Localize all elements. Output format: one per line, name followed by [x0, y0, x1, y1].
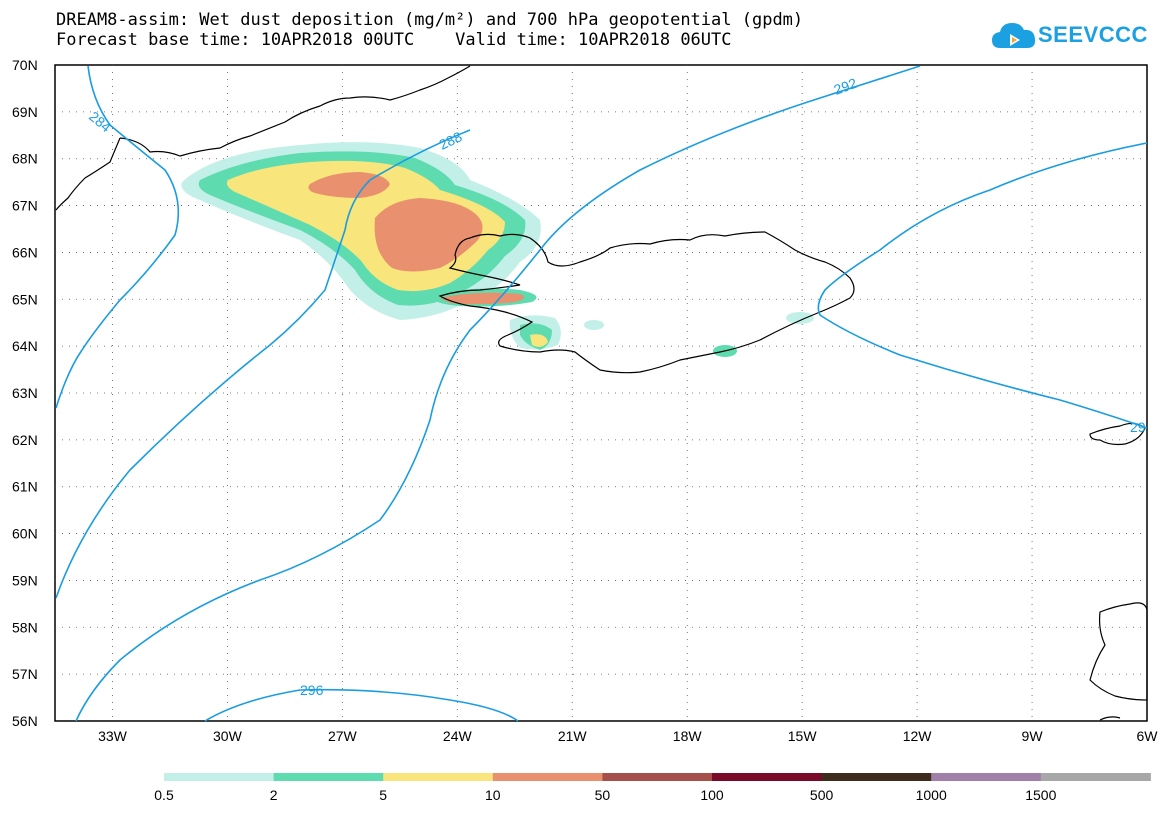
- colorbar-swatch: [1040, 773, 1151, 781]
- cloud-icon: [992, 23, 1036, 48]
- colorbar-label: 1500: [1025, 787, 1056, 803]
- lon-tick-label: 18W: [673, 728, 703, 744]
- lat-tick-label: 66N: [12, 244, 38, 260]
- colorbar-boxes: [164, 773, 1151, 781]
- logo-text: SEEVCCC: [1038, 22, 1148, 47]
- lat-tick-label: 60N: [12, 526, 38, 542]
- map-subtitle: Forecast base time: 10APR2018 00UTC Vali…: [56, 30, 732, 50]
- colorbar-label: 10: [485, 787, 501, 803]
- lat-tick-label: 69N: [12, 104, 38, 120]
- colorbar-swatch: [492, 773, 603, 781]
- lat-tick-label: 61N: [12, 479, 38, 495]
- dust-band-south-4: [584, 320, 604, 330]
- colorbar-swatch: [931, 773, 1042, 781]
- colorbar-swatch: [383, 773, 494, 781]
- contour-296: [204, 688, 519, 722]
- lat-tick-label: 63N: [12, 385, 38, 401]
- colorbar-swatch: [273, 773, 384, 781]
- dust-band-east: [786, 312, 814, 324]
- colorbar-label: 5: [379, 787, 387, 803]
- iceland-coast: [438, 231, 855, 374]
- colorbar-swatch: [164, 773, 275, 781]
- greenland-coast-west: [55, 137, 121, 211]
- lat-tick-label: 58N: [12, 619, 38, 635]
- colorbar-labels: 0.5 2 5 10 50 100 500 1000 1500: [154, 787, 1056, 803]
- colorbar-label: 1000: [916, 787, 947, 803]
- contour-288: [55, 129, 471, 599]
- map-title: DREAM8-assim: Wet dust deposition (mg/m²…: [56, 10, 804, 30]
- seevccc-logo: SEEVCCC: [990, 18, 1147, 58]
- lon-tick-label: 27W: [328, 728, 358, 744]
- lon-tick-label: 15W: [788, 728, 818, 744]
- geopotential-contours: [55, 65, 1148, 722]
- lon-tick-label: 33W: [98, 728, 128, 744]
- colorbar-label: 500: [810, 787, 834, 803]
- scotland-islands: [1099, 716, 1121, 721]
- lat-tick-label: 68N: [12, 151, 38, 167]
- colorbar-swatch: [602, 773, 713, 781]
- lat-tick-label: 59N: [12, 572, 38, 588]
- lon-tick-label: 6W: [1137, 728, 1159, 744]
- greenland-coast: [119, 65, 471, 157]
- lon-tick-label: 21W: [558, 728, 588, 744]
- contour-292: [75, 65, 921, 722]
- lat-tick-label: 56N: [12, 713, 38, 729]
- faroe-islands: [1089, 422, 1146, 446]
- colorbar-label: 2: [270, 787, 278, 803]
- lat-tick-label: 70N: [12, 57, 38, 73]
- scotland-coast: [1089, 602, 1148, 701]
- colorbar-swatch: [821, 773, 932, 781]
- lon-tick-label: 24W: [443, 728, 473, 744]
- dust-band-south-3: [530, 334, 548, 347]
- lat-tick-label: 65N: [12, 291, 38, 307]
- coastlines: [55, 65, 1148, 721]
- lon-tick-label: 30W: [213, 728, 243, 744]
- colorbar-label: 0.5: [154, 787, 174, 803]
- graticule: [55, 65, 1147, 721]
- colorbar-label: 100: [700, 787, 724, 803]
- dust-deposition-shading: [181, 142, 814, 357]
- lon-tick-label: 9W: [1022, 728, 1044, 744]
- lat-tick-label: 64N: [12, 338, 38, 354]
- axis-tick-labels: 70N 69N 68N 67N 66N 65N 64N 63N 62N 61N 60N 59N 58N 5…: [12, 57, 1158, 744]
- colorbar-label: 50: [595, 787, 611, 803]
- lat-tick-label: 67N: [12, 198, 38, 214]
- contour-east: [817, 142, 1148, 429]
- contour-label-296: 296: [300, 682, 324, 698]
- contour-label-29: 29: [1130, 419, 1146, 435]
- contour-label-292: 292: [832, 75, 860, 98]
- lon-tick-label: 12W: [903, 728, 933, 744]
- lat-tick-label: 57N: [12, 666, 38, 682]
- contour-284: [55, 65, 180, 409]
- lat-tick-label: 62N: [12, 432, 38, 448]
- dust-band-10a: [308, 172, 390, 198]
- colorbar-swatch: [712, 773, 823, 781]
